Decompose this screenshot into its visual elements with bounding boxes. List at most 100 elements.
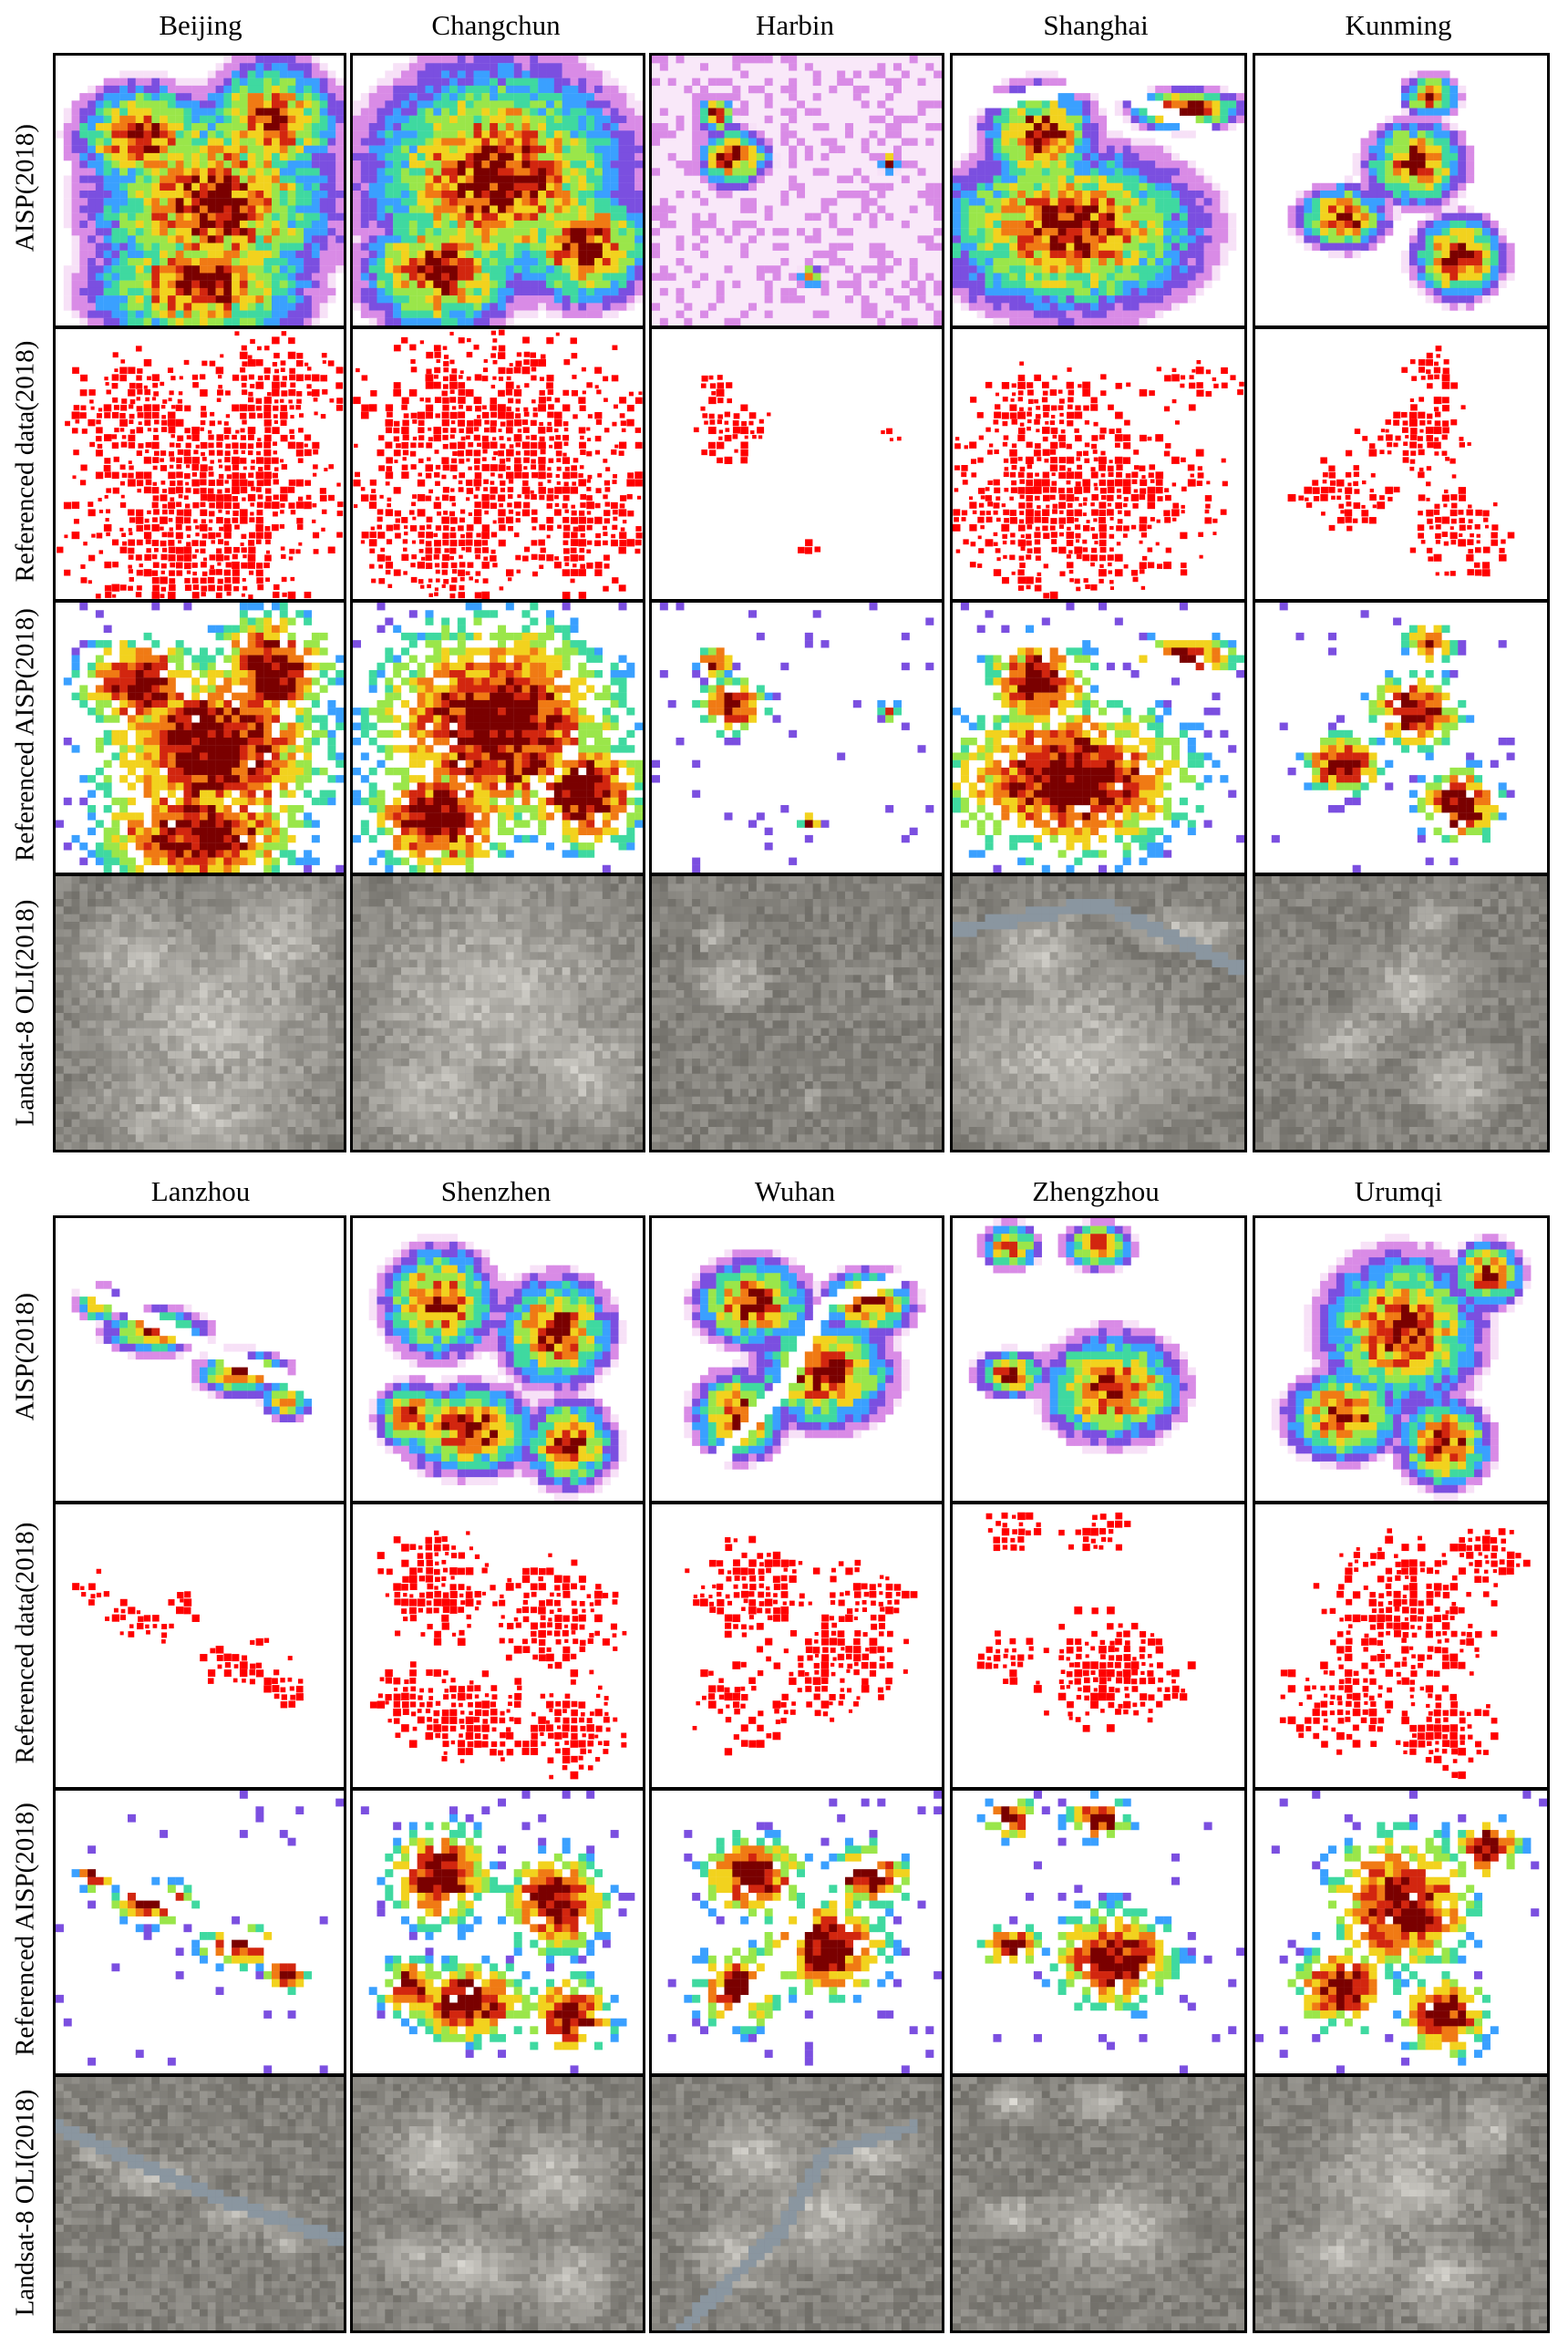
aisp-map-image: [1255, 56, 1547, 325]
row-label: AISP(2018): [11, 1293, 41, 1421]
reference-map-tile: [350, 326, 645, 602]
aisp-map-image: [353, 56, 643, 325]
city-header: Beijing: [55, 0, 346, 51]
figure-panel-top: Beijing Changchun Harbin Shanghai Kunmin…: [0, 0, 1568, 1153]
landsat-map-image: [56, 2077, 344, 2330]
city-header: Shenzhen: [350, 1166, 642, 1217]
landsat-map-image: [353, 876, 643, 1150]
row-label: Landsat-8 OLI(2018): [11, 900, 41, 1127]
landsat-map-image: [652, 876, 942, 1150]
row-label-wrap: Referenced data(2018): [0, 326, 51, 596]
referenced-aisp-map-image: [953, 603, 1244, 873]
aisp-map-tile: [950, 53, 1247, 328]
city-header: Shanghai: [950, 0, 1242, 51]
referenced-aisp-map-tile: [53, 600, 346, 875]
reference-map-image: [56, 329, 344, 599]
referenced-aisp-map-image: [353, 1791, 643, 2073]
reference-map-tile: [1253, 1502, 1550, 1790]
landsat-map-image: [56, 876, 344, 1150]
reference-map-tile: [350, 1502, 645, 1790]
aisp-map-tile: [649, 1215, 944, 1503]
reference-map-tile: [1253, 326, 1550, 602]
aisp-map-image: [56, 1218, 344, 1501]
reference-map-image: [652, 1504, 942, 1787]
row-label: Landsat-8 OLI(2018): [11, 2090, 41, 2317]
row-label-wrap: AISP(2018): [0, 1215, 51, 1498]
referenced-aisp-map-image: [56, 603, 344, 873]
reference-map-tile: [53, 1502, 346, 1790]
city-header: Kunming: [1253, 0, 1544, 51]
landsat-map-tile: [950, 2074, 1247, 2333]
aisp-map-image: [1255, 1218, 1547, 1501]
reference-map-image: [1255, 329, 1547, 599]
aisp-map-tile: [53, 53, 346, 328]
referenced-aisp-map-image: [652, 603, 942, 873]
landsat-map-tile: [950, 873, 1247, 1152]
landsat-map-tile: [649, 873, 944, 1152]
landsat-map-tile: [350, 873, 645, 1152]
aisp-map-image: [652, 56, 942, 325]
landsat-map-tile: [53, 2074, 346, 2333]
referenced-aisp-map-tile: [1253, 1788, 1550, 2076]
city-header: Changchun: [350, 0, 642, 51]
landsat-map-image: [353, 2077, 643, 2330]
landsat-map-image: [1255, 2077, 1547, 2330]
aisp-map-image: [953, 56, 1244, 325]
city-header: Urumqi: [1253, 1166, 1544, 1217]
reference-map-tile: [53, 326, 346, 602]
reference-map-tile: [950, 1502, 1247, 1790]
referenced-aisp-map-image: [953, 1791, 1244, 2073]
reference-map-image: [353, 1504, 643, 1787]
row-label-wrap: AISP(2018): [0, 53, 51, 323]
referenced-aisp-map-tile: [649, 1788, 944, 2076]
reference-map-image: [652, 329, 942, 599]
landsat-map-image: [1255, 876, 1547, 1150]
landsat-map-tile: [350, 2074, 645, 2333]
landsat-map-tile: [649, 2074, 944, 2333]
aisp-map-tile: [950, 1215, 1247, 1503]
landsat-map-image: [652, 2077, 942, 2330]
figure-panel-bottom: Lanzhou Shenzhen Wuhan Zhengzhou Urumqi …: [0, 1162, 1568, 2335]
aisp-map-tile: [350, 1215, 645, 1503]
referenced-aisp-map-tile: [1253, 600, 1550, 875]
referenced-aisp-map-tile: [350, 1788, 645, 2076]
reference-map-image: [1255, 1504, 1547, 1787]
referenced-aisp-map-tile: [53, 1788, 346, 2076]
referenced-aisp-map-tile: [649, 600, 944, 875]
referenced-aisp-map-tile: [950, 600, 1247, 875]
row-label: Referenced AISP(2018): [11, 1803, 41, 2056]
row-label: Referenced data(2018): [11, 341, 41, 583]
reference-map-tile: [649, 1502, 944, 1790]
referenced-aisp-map-image: [1255, 1791, 1547, 2073]
reference-map-image: [353, 329, 643, 599]
landsat-map-image: [953, 876, 1244, 1150]
aisp-map-image: [353, 1218, 643, 1501]
reference-map-image: [953, 329, 1244, 599]
city-header: Zhengzhou: [950, 1166, 1242, 1217]
aisp-map-tile: [1253, 53, 1550, 328]
city-header: Lanzhou: [55, 1166, 346, 1217]
referenced-aisp-map-tile: [350, 600, 645, 875]
landsat-map-tile: [53, 873, 346, 1152]
referenced-aisp-map-tile: [950, 1788, 1247, 2076]
row-label-wrap: Landsat-8 OLI(2018): [0, 873, 51, 1152]
aisp-map-tile: [350, 53, 645, 328]
aisp-map-tile: [53, 1215, 346, 1503]
reference-map-image: [953, 1504, 1244, 1787]
reference-map-tile: [649, 326, 944, 602]
row-label-wrap: Referenced data(2018): [0, 1502, 51, 1784]
aisp-map-tile: [1253, 1215, 1550, 1503]
aisp-map-image: [56, 56, 344, 325]
row-label: AISP(2018): [11, 124, 41, 252]
row-label-wrap: Landsat-8 OLI(2018): [0, 2074, 51, 2331]
reference-map-image: [56, 1504, 344, 1787]
row-label: Referenced data(2018): [11, 1523, 41, 1764]
city-header: Harbin: [649, 0, 941, 51]
row-label-wrap: Referenced AISP(2018): [0, 1788, 51, 2071]
aisp-map-tile: [649, 53, 944, 328]
row-label: Referenced AISP(2018): [11, 608, 41, 862]
city-header: Wuhan: [649, 1166, 941, 1217]
reference-map-tile: [950, 326, 1247, 602]
landsat-map-image: [953, 2077, 1244, 2330]
referenced-aisp-map-image: [56, 1791, 344, 2073]
